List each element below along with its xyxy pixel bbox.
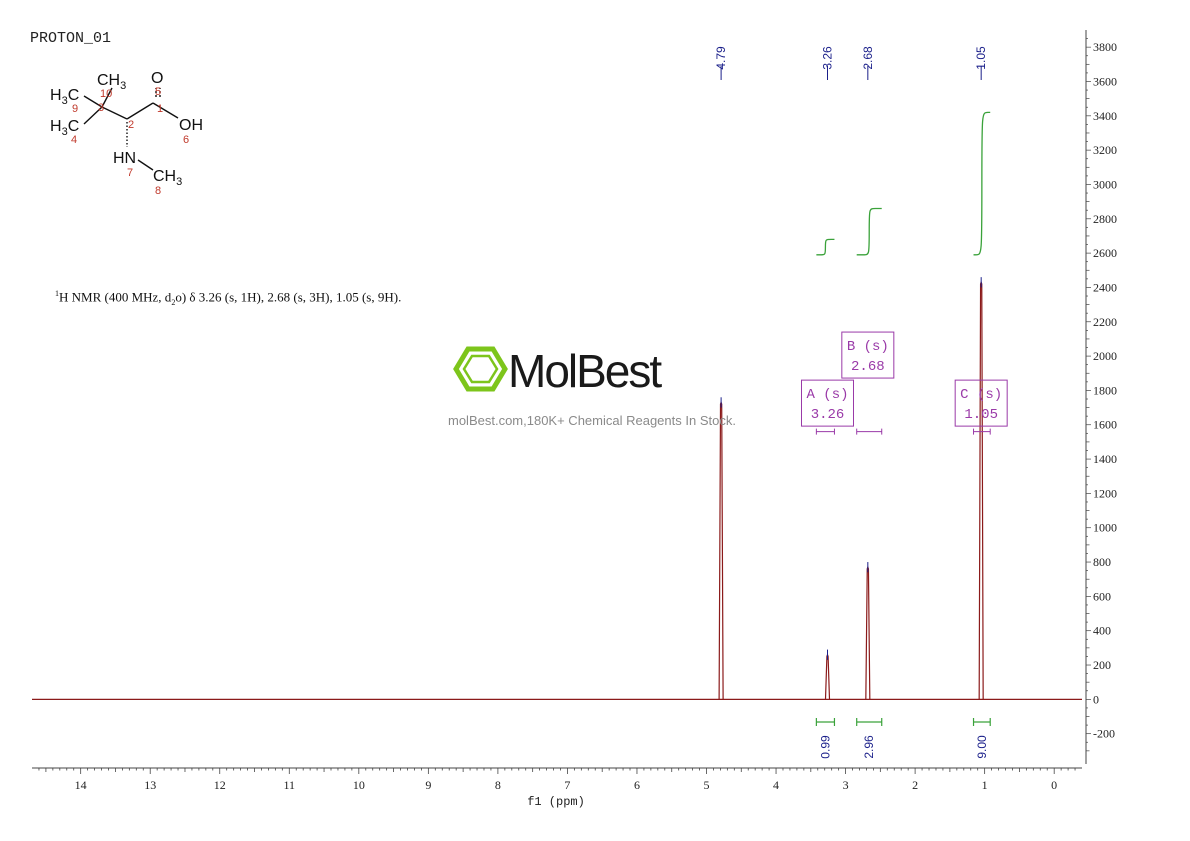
atom-number-3: 3 [98,102,104,114]
spectrum-peak [865,565,871,700]
x-tick-label: 6 [634,778,640,792]
spectrum-peak [978,280,984,700]
integral-curves [816,111,991,256]
label-ch3-top: CH3 [97,72,126,92]
label-h3c-9: H3C [50,87,79,107]
y-tick-label: 1000 [1093,521,1117,535]
spectrum-title: PROTON_01 [30,30,112,47]
peak-label: 2.68 [861,46,875,70]
y-tick-label: 3600 [1093,74,1117,88]
y-tick-label: 2400 [1093,280,1117,294]
atom-number-4: 4 [71,134,77,146]
peak-labels: 4.79 3.26 2.68 1.05 [714,46,988,80]
y-tick-label: 1400 [1093,452,1117,466]
multiplet-shift: 3.26 [811,407,845,423]
integral-curve [816,238,835,256]
x-axis-label: f1 (ppm) [527,795,585,809]
atom-number-9: 9 [72,103,78,115]
x-tick-label: 10 [353,778,365,792]
y-tick-label: 1600 [1093,418,1117,432]
x-tick-label: 3 [843,778,849,792]
x-tick-label: 4 [773,778,779,792]
x-tick-label: 1 [982,778,988,792]
integral-value: 2.96 [862,735,876,759]
y-tick-label: 1200 [1093,486,1117,500]
x-tick-label: 7 [564,778,570,792]
integral-value: 0.99 [818,735,832,759]
multiplet-box [954,379,1008,427]
atom-number-1: 1 [157,103,163,115]
axes: 14 13 12 11 10 9 8 7 6 5 4 3 2 1 0f1 (ppm)-20002004006… [32,30,1117,809]
atom-number-6: 6 [183,134,189,146]
x-tick-label: 12 [214,778,226,792]
y-tick-label: 3000 [1093,177,1117,191]
label-h3c-4: H3C [50,118,79,138]
watermark-tagline: molBest.com,180K+ Chemical Reagents In S… [448,413,736,428]
spectrum-peak [718,400,724,700]
x-tick-label: 11 [284,778,296,792]
label-oh: OH [179,117,203,134]
y-tick-label: 600 [1093,589,1111,603]
y-tick-label: 3800 [1093,40,1117,54]
y-tick-label: 2200 [1093,315,1117,329]
y-tick-label: 1800 [1093,383,1117,397]
integral-curve [856,207,882,256]
x-tick-label: 5 [704,778,710,792]
nmr-description: 1H NMR (400 MHz, d2o) δ 3.26 (s, 1H), 2.… [55,289,402,307]
y-tick-label: 2000 [1093,349,1117,363]
integral-value: 9.00 [975,735,989,759]
peak-label: 3.26 [820,46,834,70]
multiplet-name: C (s) [960,387,1002,403]
multiplet-box [800,379,854,427]
molbest-logo-icon [453,346,508,392]
x-tick-label: 14 [75,778,87,792]
label-o-top: O [151,70,163,87]
spectrum-trace [32,277,1082,700]
y-tick-label: -200 [1093,727,1115,741]
label-ch3-8: CH3 [153,168,182,188]
atom-number-10: 10 [100,88,112,100]
molecule-structure: CH3 O H3C H3C OH HN CH3 10 9 3 2 1 5 4 6… [50,70,203,197]
x-tick-label: 13 [144,778,156,792]
x-tick-label: 9 [425,778,431,792]
y-tick-label: 200 [1093,658,1111,672]
multiplet-box [841,331,895,379]
y-tick-label: 2800 [1093,212,1117,226]
multiplet-name: B (s) [847,339,889,355]
peak-label: 1.05 [974,46,988,70]
x-tick-label: 2 [912,778,918,792]
multiplet-shift: 2.68 [851,359,885,375]
multiplet-name: A (s) [806,387,848,403]
x-tick-label: 8 [495,778,501,792]
x-tick-label: 0 [1051,778,1057,792]
multiplet-shift: 1.05 [964,407,998,423]
integral-curve [973,111,991,256]
atom-number-2: 2 [128,119,134,131]
y-tick-label: 2600 [1093,246,1117,260]
watermark-brand: MolBest [508,345,662,397]
y-tick-label: 400 [1093,624,1111,638]
label-hn: HN [113,150,136,167]
y-tick-label: 3200 [1093,143,1117,157]
peak-label: 4.79 [714,46,728,70]
atom-number-8: 8 [155,185,161,197]
y-tick-label: 3400 [1093,109,1117,123]
spectrum-peak [824,652,831,700]
integral-labels: 0.99 2.96 9.00 [815,718,991,759]
multiplet-boxes: A (s) 3.26 B (s) 2.68 C (s) 1.05 [800,331,1008,435]
atom-number-7: 7 [127,167,133,179]
atom-number-5: 5 [155,86,161,98]
y-tick-label: 800 [1093,555,1111,569]
y-tick-label: 0 [1093,692,1099,706]
